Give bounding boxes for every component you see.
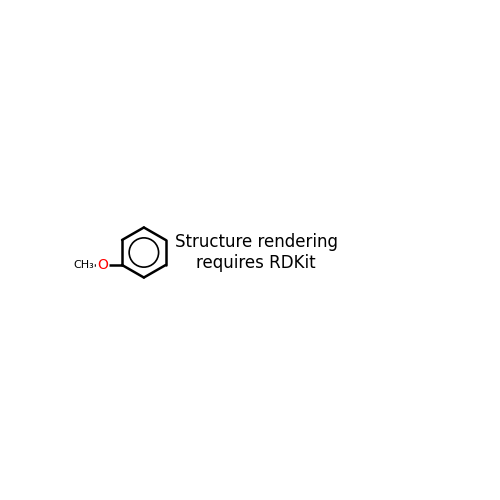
Text: O: O: [97, 258, 108, 272]
Text: Structure rendering
requires RDKit: Structure rendering requires RDKit: [175, 233, 338, 272]
Text: CH₃: CH₃: [73, 260, 94, 270]
